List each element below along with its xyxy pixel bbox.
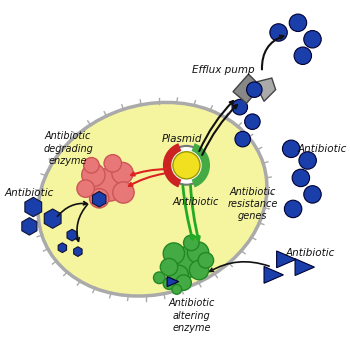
Circle shape [299,152,316,169]
Ellipse shape [38,103,267,296]
Circle shape [270,24,287,41]
Polygon shape [74,247,82,257]
Polygon shape [167,276,179,287]
Circle shape [188,242,209,263]
Circle shape [167,146,206,185]
Text: Antibiotic
altering
enzyme: Antibiotic altering enzyme [168,298,215,333]
Circle shape [289,14,307,32]
Circle shape [294,47,312,64]
Circle shape [171,247,202,278]
Circle shape [304,30,321,48]
Circle shape [112,162,133,184]
Circle shape [77,180,94,197]
Circle shape [176,275,191,290]
Circle shape [154,272,165,284]
Circle shape [304,186,321,203]
Circle shape [198,253,214,268]
Circle shape [172,285,182,294]
Text: Antibiotic
resistance
genes: Antibiotic resistance genes [227,187,278,222]
Text: Efflux pump: Efflux pump [192,65,254,75]
Text: Antibiotic: Antibiotic [298,144,347,154]
Polygon shape [264,266,284,283]
Circle shape [232,99,247,115]
Polygon shape [44,209,61,228]
Circle shape [292,169,310,187]
Circle shape [92,168,125,201]
Circle shape [104,155,121,172]
Circle shape [189,260,209,280]
Circle shape [183,235,199,251]
Polygon shape [233,74,258,103]
Polygon shape [295,259,314,275]
Polygon shape [276,251,296,268]
Polygon shape [22,218,37,235]
Circle shape [245,114,260,130]
Text: Antibiotic: Antibiotic [286,247,335,258]
Circle shape [160,258,178,276]
Polygon shape [67,229,77,241]
Circle shape [84,158,99,173]
Circle shape [235,131,251,147]
Polygon shape [256,78,276,101]
Circle shape [285,200,302,218]
Text: Antibiotic: Antibiotic [173,197,219,207]
Polygon shape [92,191,106,207]
Circle shape [282,140,300,158]
Text: Antibiotic: Antibiotic [5,188,54,198]
Circle shape [113,182,134,203]
Circle shape [82,163,105,187]
Circle shape [246,82,262,97]
Circle shape [173,152,200,179]
Circle shape [169,265,188,285]
Circle shape [163,243,184,264]
Polygon shape [58,243,66,253]
Circle shape [90,189,109,208]
Text: Antibiotic
degrading
enzyme: Antibiotic degrading enzyme [43,131,93,166]
Polygon shape [25,197,42,217]
Circle shape [163,278,175,289]
Text: Plasmid: Plasmid [161,134,202,144]
